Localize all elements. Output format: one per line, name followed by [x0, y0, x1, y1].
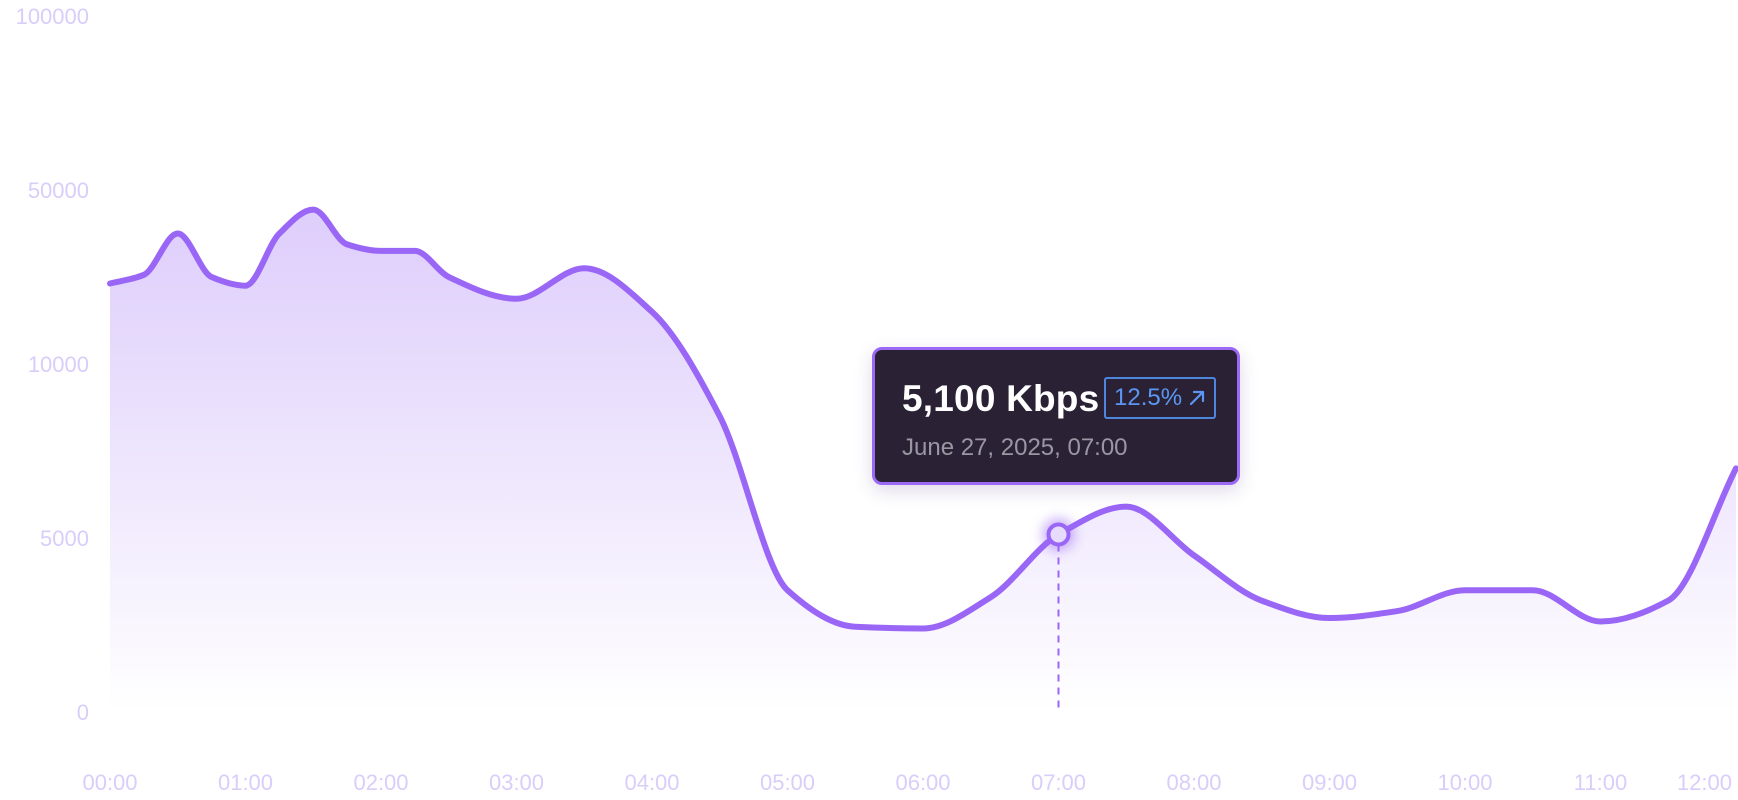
tooltip-value: 5,100 Kbps	[902, 378, 1100, 419]
tooltip-date: June 27, 2025, 07:00	[902, 434, 1128, 461]
y-tick-label: 10000	[28, 352, 89, 377]
x-tick-label: 09:00	[1302, 770, 1357, 795]
x-tick-label: 10:00	[1437, 770, 1492, 795]
x-tick-label: 04:00	[624, 770, 679, 795]
x-tick-label: 01:00	[218, 770, 273, 795]
y-tick-label: 100000	[16, 4, 89, 29]
highlight-point	[1046, 522, 1071, 547]
change-percent: 12.5%	[1114, 384, 1183, 411]
y-tick-label: 0	[77, 700, 89, 725]
x-tick-label: 03:00	[489, 770, 544, 795]
y-tick-label: 5000	[40, 526, 89, 551]
change-badge: 12.5%	[1104, 377, 1217, 419]
x-tick-label: 07:00	[1031, 770, 1086, 795]
x-tick-label: 00:00	[82, 770, 137, 795]
x-tick-label: 08:00	[1166, 770, 1221, 795]
highlight-layer	[1042, 518, 1075, 712]
tooltip-card: 5,100 Kbps 12.5% June 27, 2025, 07:00	[872, 347, 1240, 485]
x-tick-label: 06:00	[895, 770, 950, 795]
x-tick-label: 05:00	[760, 770, 815, 795]
arrow-up-right-icon	[1188, 389, 1206, 407]
y-tick-label: 50000	[28, 178, 89, 203]
x-tick-label: 12:00	[1677, 770, 1732, 795]
x-tick-label: 11:00	[1574, 770, 1627, 795]
x-axis: 00:00 01:00 02:00 03:00 04:00 05:00 06:00 07:00…	[82, 770, 1732, 795]
y-axis: 0 5000 10000 50000 100000	[16, 4, 89, 725]
series-layer	[107, 206, 1738, 712]
series-area	[110, 209, 1736, 712]
x-tick-label: 02:00	[353, 770, 408, 795]
series-line	[107, 206, 1738, 632]
